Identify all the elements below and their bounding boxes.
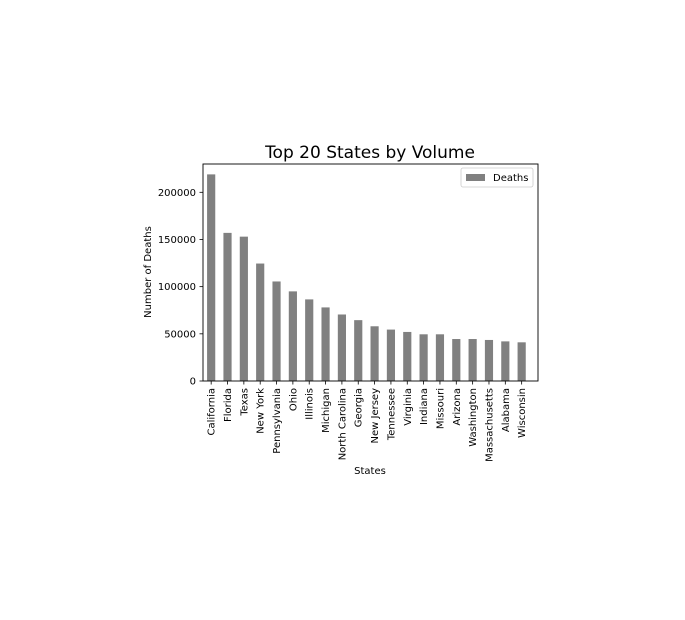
bar <box>484 339 494 381</box>
bar <box>403 331 412 381</box>
bar <box>517 342 526 381</box>
bar <box>337 314 346 381</box>
bar <box>452 339 461 381</box>
legend-label: Deaths <box>493 173 528 184</box>
bar <box>305 299 314 381</box>
bar <box>321 307 330 381</box>
bar <box>239 236 248 381</box>
x-tick-label: California <box>207 388 218 436</box>
x-tick-label: Alabama <box>501 388 512 432</box>
bar <box>354 320 363 381</box>
y-tick-label: 100000 <box>158 282 196 293</box>
x-tick-label: Washington <box>468 388 479 447</box>
x-tick-label: Wisconsin <box>517 388 528 438</box>
x-tick-label: Ohio <box>288 388 299 411</box>
bar <box>501 341 510 381</box>
x-tick-label: Florida <box>223 388 234 422</box>
legend: Deaths <box>460 167 534 188</box>
x-tick-label: New Jersey <box>370 388 381 444</box>
y-tick-label: 0 <box>190 377 196 388</box>
bar <box>435 334 445 381</box>
legend-frame <box>460 167 534 188</box>
bar <box>370 326 379 381</box>
x-axis: California Florida Texas New York Pennsylvan… <box>207 381 528 462</box>
y-tick-label: 50000 <box>164 329 196 340</box>
legend-swatch <box>466 174 485 181</box>
bar <box>468 339 477 381</box>
bar <box>207 174 216 381</box>
x-tick-label: Georgia <box>354 388 365 427</box>
x-tick-label: North Carolina <box>337 388 348 460</box>
y-axis: 0 50000 100000 150000 200000 <box>158 188 203 388</box>
bar <box>223 232 232 381</box>
x-tick-label: New York <box>256 388 267 434</box>
bar <box>256 263 265 381</box>
bar <box>419 334 428 381</box>
y-axis-label: Number of Deaths <box>143 226 154 318</box>
x-tick-label: Massachusetts <box>484 388 495 462</box>
x-tick-label: Texas <box>239 388 250 417</box>
y-tick-label: 200000 <box>158 188 196 199</box>
bar <box>386 329 396 381</box>
bars-group <box>207 174 526 381</box>
x-tick-label: Virginia <box>403 388 414 426</box>
x-tick-label: Pennsylvania <box>272 388 283 454</box>
y-tick-label: 150000 <box>158 235 196 246</box>
x-tick-label: Michigan <box>321 388 332 433</box>
x-tick-label: Arizona <box>452 388 463 426</box>
x-axis-label: States <box>354 466 386 477</box>
x-tick-label: Indiana <box>419 388 430 425</box>
chart-title: Top 20 States by Volume <box>264 143 475 163</box>
x-tick-label: Tennessee <box>386 388 397 441</box>
bar <box>288 291 297 381</box>
x-tick-label: Illinois <box>305 388 316 420</box>
bar <box>272 281 281 381</box>
x-tick-label: Missouri <box>435 388 446 429</box>
plot-frame <box>202 163 539 382</box>
